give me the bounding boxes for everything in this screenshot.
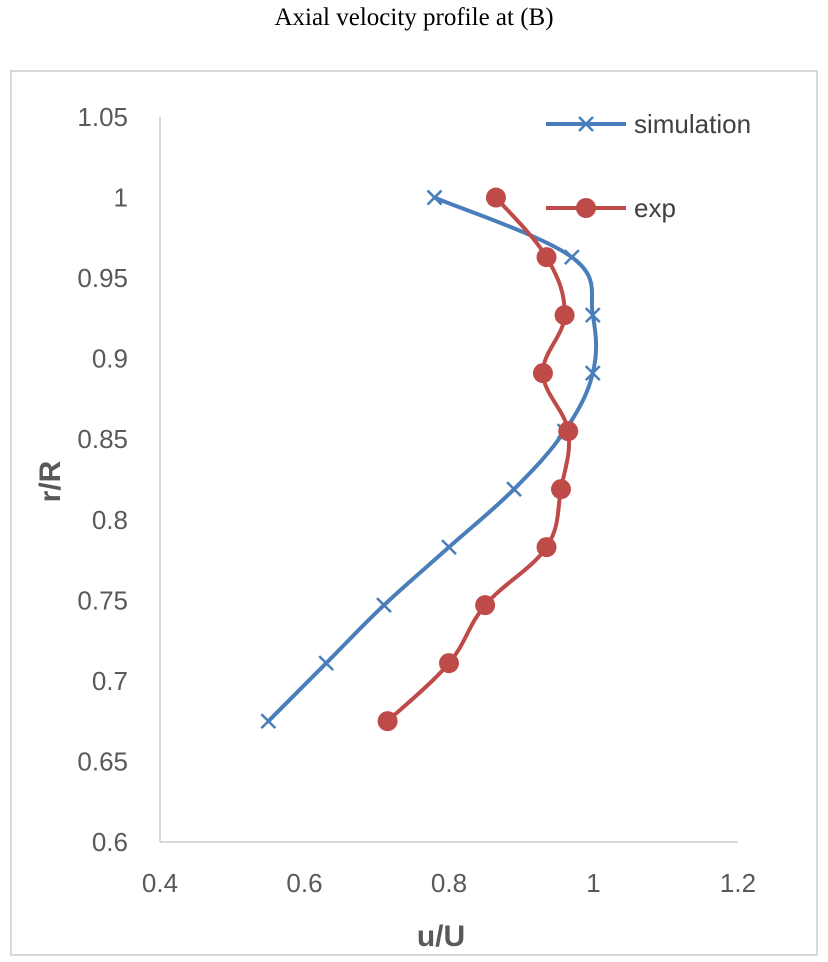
legend: simulation exp — [546, 109, 751, 223]
y-tick-label: 0.75 — [77, 585, 128, 615]
y-tick-label: 0.6 — [92, 827, 128, 857]
tick-labels: 0.4 0.6 0.8 1 1.2 0.6 0.65 0.7 0.75 0.8 0.85 0.9 0.9… — [77, 102, 756, 898]
y-tick-label: 0.65 — [77, 746, 128, 776]
series-markers — [260, 187, 601, 732]
data-point-simulation — [563, 249, 580, 266]
x-tick-label: 0.4 — [142, 868, 178, 898]
y-tick-label: 0.85 — [77, 424, 128, 454]
series-lines — [266, 195, 599, 724]
data-point-simulation — [584, 307, 601, 324]
data-point-exp — [536, 537, 557, 558]
series-line-simulation — [266, 195, 599, 724]
y-tick-label: 0.95 — [77, 263, 128, 293]
y-tick-label: 0.9 — [92, 344, 128, 374]
data-point-exp — [377, 711, 398, 732]
legend-label-simulation: simulation — [634, 109, 751, 139]
x-tick-label: 1 — [586, 868, 600, 898]
chart-frame — [10, 70, 818, 956]
y-tick-label: 0.8 — [92, 505, 128, 535]
data-point-simulation — [506, 481, 522, 498]
x-tick-label: 1.2 — [720, 868, 756, 898]
data-point-exp — [558, 421, 579, 442]
x-tick-label: 0.8 — [431, 868, 467, 898]
data-point-exp — [532, 363, 553, 384]
data-point-exp — [485, 187, 506, 208]
legend-marker-simulation — [578, 116, 594, 132]
series-line-exp — [385, 195, 572, 724]
data-point-simulation — [260, 713, 277, 730]
y-tick-label: 1.05 — [77, 102, 128, 132]
axes — [159, 117, 738, 843]
y-axis-title: r/R — [34, 460, 67, 502]
y-tick-label: 1 — [114, 183, 128, 213]
x-axis-title: u/U — [417, 920, 465, 953]
data-point-exp — [536, 247, 557, 268]
data-point-simulation — [426, 189, 443, 206]
x-tick-label: 0.6 — [286, 868, 322, 898]
data-point-simulation — [318, 655, 335, 672]
y-tick-label: 0.7 — [92, 666, 128, 696]
legend-label-exp: exp — [634, 193, 676, 223]
data-point-exp — [439, 653, 459, 674]
data-point-simulation — [584, 365, 601, 382]
data-point-simulation — [441, 539, 457, 556]
data-point-exp — [475, 595, 496, 616]
chart-title: Axial velocity profile at (B) — [274, 4, 554, 31]
data-point-exp — [554, 305, 575, 326]
legend-marker-exp — [576, 198, 596, 218]
data-point-exp — [550, 479, 571, 500]
data-point-simulation — [376, 597, 392, 614]
